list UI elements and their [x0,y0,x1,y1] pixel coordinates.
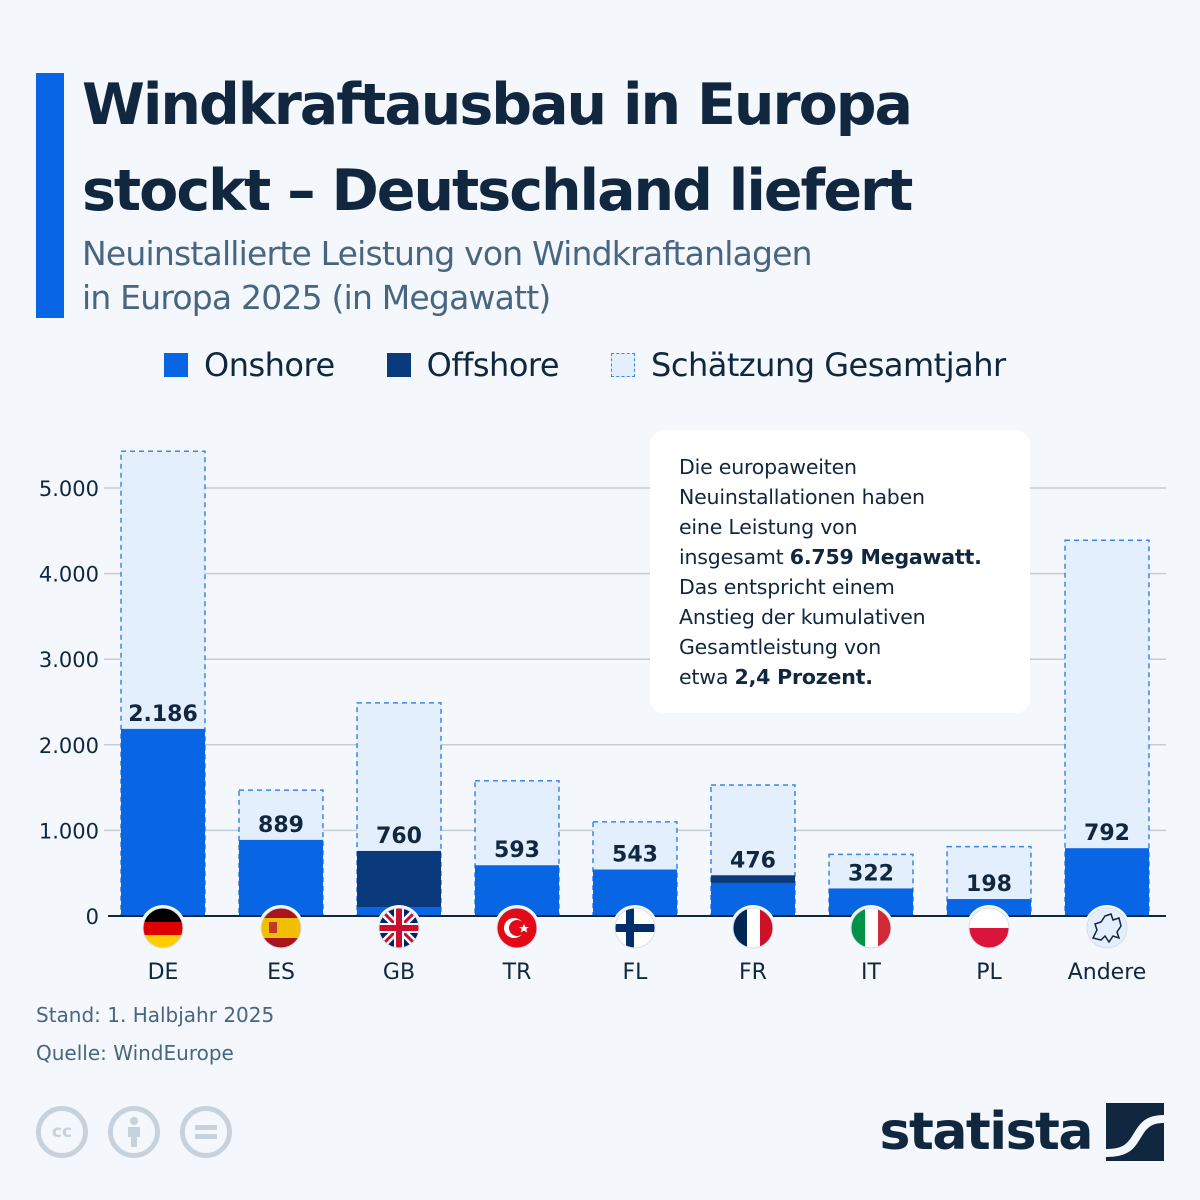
flag-germany-icon [140,905,186,951]
x-tick-label: Andere [1068,960,1147,985]
status-text: Stand: 1. Halbjahr 2025 [36,1003,275,1027]
title-line-2: stockt – Deutschland liefert [82,158,913,224]
flag-italy-icon [848,905,894,951]
data-label: 198 [966,872,1012,897]
note-line: eine Leistung von [679,515,858,539]
data-label: 322 [848,861,894,886]
bars: 2.186 889 760 593 543 476 322 198 792 [120,450,1150,917]
source-text: Quelle: WindEurope [36,1041,234,1065]
x-axis-labels: DE ES GB TR FL FR IT PL Andere [148,960,1147,985]
subtitle-line-2: in Europa 2025 (in Megawatt) [82,278,551,317]
legend-item-estimate[interactable]: Schätzung Gesamtjahr [611,346,1006,384]
cc-icon[interactable]: cc [36,1106,88,1158]
data-label: 889 [258,813,304,838]
statista-logo-icon [1106,1103,1164,1161]
note-total-megawatt: 6.759 Megawatt. [789,545,982,569]
category-icons [140,905,1130,951]
note-line: Gesamtleistung von [679,635,882,659]
bar-onshore [239,839,323,916]
flag-finland-icon [612,905,658,951]
legend: Onshore Offshore Schätzung Gesamtjahr [164,346,1058,384]
note-line: Das entspricht einem [679,575,895,599]
x-tick-label: FL [623,960,649,985]
bar-group-es[interactable]: 889 [238,789,324,917]
data-label: 476 [730,848,776,873]
data-label: 792 [1084,821,1130,846]
note-line: Neuinstallationen haben [679,485,925,509]
note-text: insgesamt [679,545,790,569]
flag-turkey-icon [494,905,540,951]
no-derivatives-icon[interactable] [180,1106,232,1158]
y-tick-label: 5.000 [39,477,99,501]
legend-item-offshore[interactable]: Offshore [386,346,560,384]
data-label: 593 [494,838,540,863]
accent-bar [36,73,64,318]
legend-swatch-estimate [611,353,636,377]
annotation-box: Die europaweiten Neuinstallationen haben… [650,430,1030,713]
y-tick-label: 1.000 [39,819,99,843]
x-tick-label: DE [148,960,179,985]
x-tick-label: TR [502,960,532,985]
license-icons: cc [36,1106,252,1158]
x-tick-label: GB [383,960,415,985]
x-tick-label: FR [739,960,767,985]
bar-group-tr[interactable]: 593 [474,780,560,917]
flag-uk-icon [376,905,422,951]
legend-label-onshore: Onshore [204,346,335,384]
y-tick-label: 3.000 [39,648,99,672]
bar-chart: 0 1.000 2.000 3.000 4.000 5.000 2.186 889 760 59… [39,450,1166,985]
bar-group-de[interactable]: 2.186 [120,450,206,917]
legend-label-offshore: Offshore [426,346,560,384]
note-line: etwa 2,4 Prozent. [679,662,1010,692]
x-tick-label: IT [861,960,881,985]
bar-offshore [357,850,441,908]
title-line-1: Windkraftausbau in Europa [82,72,913,138]
legend-swatch-onshore [164,353,188,377]
bar-group-andere[interactable]: 792 [1064,539,1150,917]
note-line: insgesamt 6.759 Megawatt. [679,542,1010,572]
legend-item-onshore[interactable]: Onshore [164,346,335,384]
note-text: etwa [679,665,735,689]
y-tick-label: 0 [86,905,99,929]
brand-name: statista [879,1102,1094,1162]
bar-group-gb[interactable]: 760 [356,702,442,917]
chart-subtitle: Neuinstallierte Leistung von Windkraftan… [82,232,982,320]
bar-group-fl[interactable]: 543 [592,821,678,917]
x-tick-label: ES [267,960,295,985]
legend-label-estimate: Schätzung Gesamtjahr [651,346,1006,384]
note-percent-increase: 2,4 Prozent. [734,665,873,689]
flag-france-icon [730,905,776,951]
data-label: 2.186 [128,702,198,727]
y-axis-labels: 0 1.000 2.000 3.000 4.000 5.000 [39,477,99,929]
flag-poland-icon [966,905,1012,951]
subtitle-line-1: Neuinstallierte Leistung von Windkraftan… [82,234,813,273]
bar-onshore [1065,848,1149,916]
y-tick-label: 4.000 [39,563,99,587]
y-tick-label: 2.000 [39,734,99,758]
data-label: 760 [376,824,422,849]
note-line: Anstieg der kumulativen [679,605,926,629]
bar-onshore [121,728,205,916]
attribution-icon[interactable] [108,1106,160,1158]
data-label: 543 [612,843,658,868]
flag-spain-icon [258,905,304,951]
bar-group-fr[interactable]: 476 [710,784,796,917]
bar-offshore [711,875,795,883]
note-line: Die europaweiten [679,455,857,479]
europe-map-icon [1084,905,1130,951]
chart-title: Windkraftausbau in Europa stockt – Deuts… [82,62,1162,234]
statista-logo[interactable]: statista [880,1102,1164,1162]
legend-swatch-offshore [386,353,411,377]
x-tick-label: PL [976,960,1002,985]
